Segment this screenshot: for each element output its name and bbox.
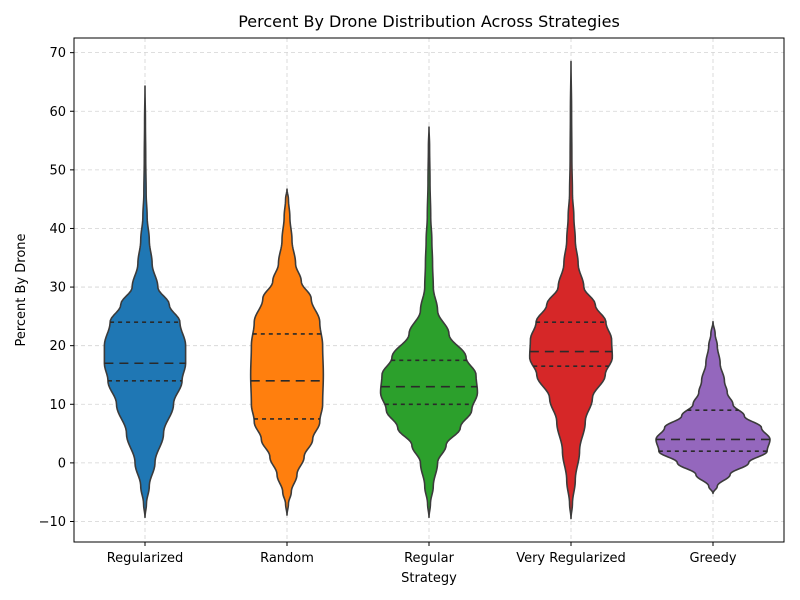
x-axis-label: Strategy <box>401 571 457 586</box>
x-tick-label: Regularized <box>107 551 184 566</box>
x-tick-label: Very Regularized <box>516 551 626 566</box>
y-tick-label: 10 <box>49 398 66 413</box>
y-tick-label: 60 <box>49 105 66 120</box>
y-axis: −10 0 10 20 30 40 50 60 70 <box>39 46 74 530</box>
y-tick-label: 30 <box>49 281 66 296</box>
y-tick-label: −10 <box>39 515 66 530</box>
x-tick-label: Greedy <box>689 551 736 566</box>
x-axis: Regularized Random Regular Very Regularized… <box>107 542 737 566</box>
y-tick-label: 40 <box>49 222 66 237</box>
chart-title: Percent By Drone Distribution Across Str… <box>238 12 620 31</box>
y-axis-label: Percent By Drone <box>14 233 29 346</box>
y-tick-label: 0 <box>58 456 66 471</box>
x-tick-label: Regular <box>404 551 455 566</box>
y-tick-label: 70 <box>49 46 66 61</box>
violin-regularized <box>103 85 187 519</box>
violin-regular <box>379 126 479 519</box>
y-tick-label: 50 <box>49 163 66 178</box>
violins <box>103 60 771 520</box>
y-tick-label: 20 <box>49 339 66 354</box>
x-tick-label: Random <box>260 551 314 566</box>
violin-random <box>249 188 325 516</box>
